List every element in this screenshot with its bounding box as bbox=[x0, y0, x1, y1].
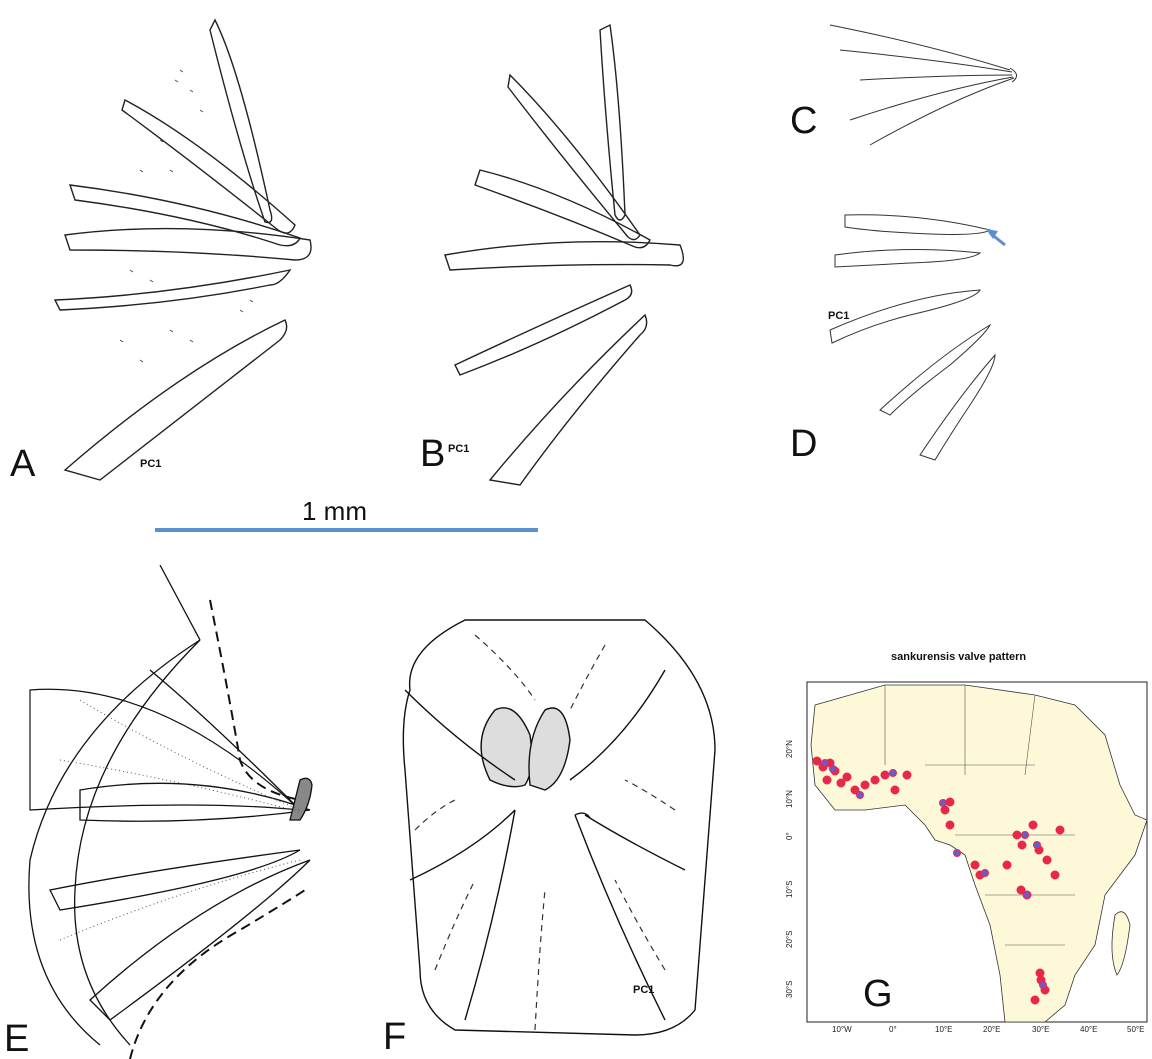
panel-e: E bbox=[0, 560, 340, 1059]
map-y-tick-10n: 10°N bbox=[785, 790, 794, 808]
map-y-tick-20s: 20°S bbox=[785, 930, 794, 948]
panel-d-label: D bbox=[790, 423, 818, 465]
scale-bar bbox=[155, 528, 538, 532]
map-x-tick-40e: 40°E bbox=[1080, 1025, 1098, 1034]
map-x-tick-10w: 10°W bbox=[832, 1025, 852, 1034]
map-title: sankurensis valve pattern bbox=[891, 651, 1027, 663]
panel-c-label: C bbox=[790, 100, 818, 142]
panel-d-drawing bbox=[829, 214, 1006, 461]
panel-e-drawing bbox=[28, 564, 313, 1059]
panel-a: A PC1 bbox=[10, 10, 340, 500]
panel-b-drawing bbox=[444, 23, 684, 486]
map-y-tick-0: 0° bbox=[785, 832, 794, 840]
panel-b-label: B bbox=[420, 433, 446, 475]
panel-g-label: G bbox=[863, 973, 893, 1015]
panel-b: B PC1 bbox=[420, 15, 690, 495]
panel-c-drawing bbox=[829, 24, 1017, 146]
panel-b-pc1-marker: PC1 bbox=[448, 443, 470, 455]
panel-c: C bbox=[780, 20, 1040, 190]
map-x-tick-20e: 20°E bbox=[983, 1025, 1001, 1034]
panel-a-label: A bbox=[10, 443, 36, 485]
panel-d-pc1-marker: PC1 bbox=[828, 310, 850, 322]
map-x-tick-0: 0° bbox=[889, 1025, 897, 1034]
africa-landmass bbox=[810, 684, 1148, 1023]
panel-f-drawing bbox=[402, 619, 716, 1036]
scale-bar-label: 1 mm bbox=[302, 496, 367, 526]
map-x-tick-30e: 30°E bbox=[1032, 1025, 1050, 1034]
panel-e-label: E bbox=[4, 1018, 30, 1059]
panel-a-setae bbox=[119, 69, 254, 363]
map-y-tick-10s: 10°S bbox=[785, 880, 794, 898]
panel-d-arrow bbox=[986, 229, 1006, 247]
panel-f-pc1-marker: PC1 bbox=[633, 984, 655, 996]
map-x-tick-10e: 10°E bbox=[935, 1025, 953, 1034]
panel-f-label: F bbox=[383, 1016, 407, 1058]
panel-g: sankurensis valve pattern bbox=[775, 645, 1152, 1059]
map-frame bbox=[806, 681, 1148, 1023]
panel-a-pc1-marker: PC1 bbox=[140, 458, 162, 470]
map-y-tick-20n: 20°N bbox=[785, 740, 794, 758]
map-y-tick-30s: 30°S bbox=[785, 980, 794, 998]
panel-d: PC1 D bbox=[790, 205, 1020, 475]
panel-f: PC1 F bbox=[375, 590, 725, 1059]
map-occurrence-points bbox=[812, 756, 1065, 1005]
panel-a-drawing bbox=[53, 18, 312, 481]
map-x-tick-50e: 50°E bbox=[1127, 1025, 1145, 1034]
